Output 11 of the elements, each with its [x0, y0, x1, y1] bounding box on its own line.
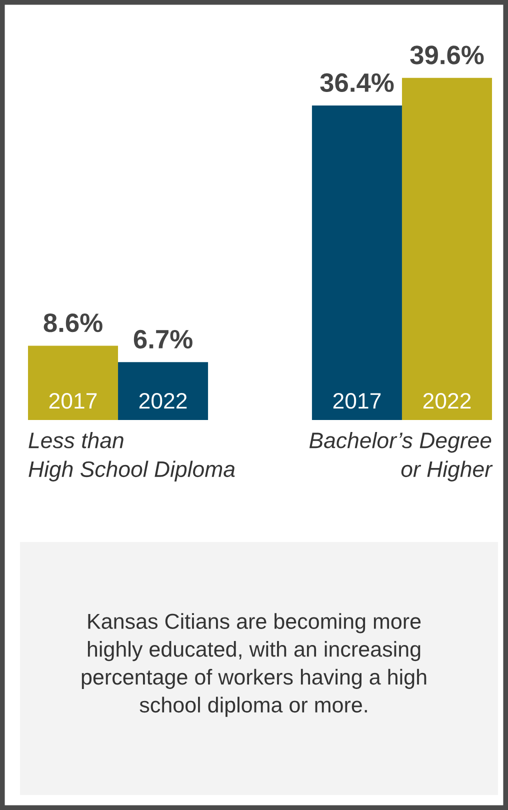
series-label: 2017 — [49, 393, 97, 409]
data-label: 8.6% — [44, 313, 102, 332]
text: 2017 — [333, 393, 381, 409]
data-label: 39.6% — [410, 46, 484, 64]
x-tick-label: Bachelor’s Degree or Higher — [309, 432, 493, 482]
data-label: 6.7% — [134, 330, 192, 349]
series-label: 2022 — [139, 393, 187, 409]
x-tick-label: Less than High School Diploma — [28, 432, 235, 482]
text: Kansas Citians are becoming more highly educated, with an increasing percentage of workers having a high school diploma or more. — [82, 613, 426, 717]
data-label: 36.4% — [320, 73, 394, 92]
text: 2022 — [423, 393, 471, 409]
